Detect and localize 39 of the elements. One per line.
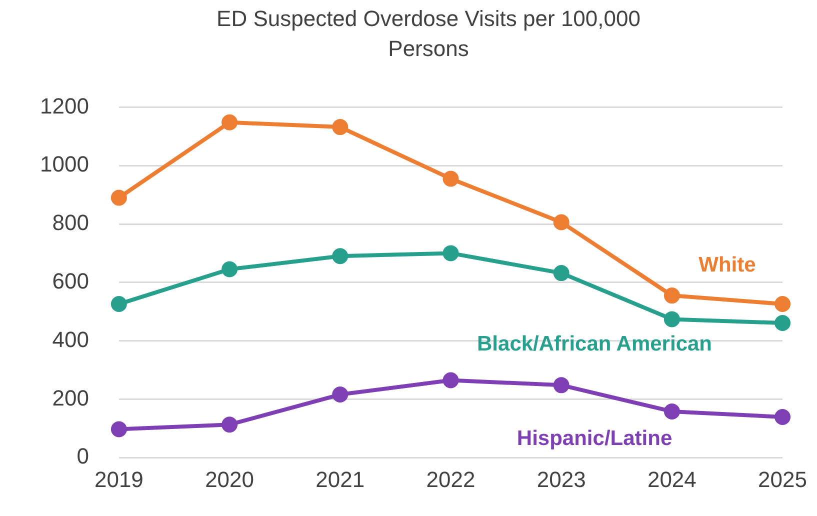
point (442, 170, 459, 187)
y-tick-label: 0 (76, 444, 89, 469)
point (664, 288, 680, 304)
point (442, 245, 459, 262)
y-tick-label: 1000 (40, 152, 89, 177)
point (774, 409, 791, 426)
point (110, 296, 127, 312)
series-label: Black/African American (477, 332, 712, 356)
point (110, 190, 127, 206)
point (222, 261, 238, 278)
point (110, 421, 127, 438)
point (442, 372, 459, 388)
point (664, 311, 680, 328)
point (222, 416, 238, 433)
point (553, 377, 570, 394)
y-tick-label: 1200 (40, 93, 89, 118)
x-tick-label: 2021 (316, 466, 365, 492)
point (222, 114, 238, 130)
point (332, 119, 348, 136)
point (553, 265, 570, 282)
x-tick-label: 2022 (426, 466, 476, 492)
y-tick-label: 400 (52, 326, 89, 352)
series-label: Hispanic/Latine (516, 426, 672, 450)
x-tick-label: 2019 (94, 466, 144, 492)
x-tick-label: 2020 (205, 466, 254, 492)
y-tick-label: 800 (52, 210, 89, 236)
point (664, 403, 680, 420)
chart-title: ED Suspected Overdose Visits per 100,000 Persons (216, 5, 642, 63)
y-tick-label: 200 (52, 385, 89, 410)
point (332, 386, 348, 403)
point (774, 296, 791, 312)
point (553, 214, 570, 230)
point (774, 314, 791, 331)
x-tick-label: 2025 (758, 466, 808, 492)
x-tick-label: 2024 (647, 466, 696, 492)
y-tick-label: 600 (52, 268, 89, 294)
series-label: White (698, 254, 756, 277)
x-tick-label: 2023 (536, 466, 586, 492)
point (332, 248, 348, 264)
